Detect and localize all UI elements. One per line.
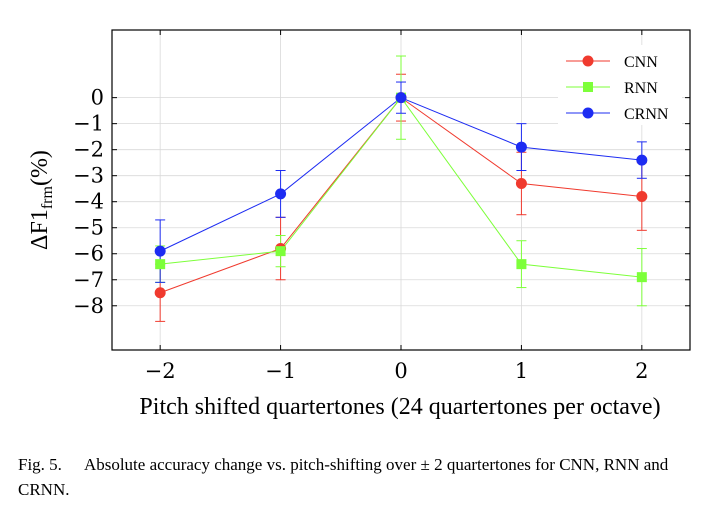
caption-text: Absolute accuracy change vs. pitch-shift…: [18, 455, 669, 499]
x-tick-label: 1: [515, 359, 528, 383]
crnn-point: [636, 154, 648, 166]
cnn-legend-label: CNN: [624, 54, 658, 71]
cnn-point: [636, 191, 648, 203]
crnn-legend-marker: [582, 107, 594, 119]
crnn-point: [515, 141, 527, 153]
rnn-point: [155, 259, 166, 270]
rnn-point: [516, 259, 527, 270]
y-tick-label: −2: [73, 138, 104, 162]
y-tick-label: −3: [73, 164, 104, 188]
y-tick-label: −4: [73, 190, 104, 214]
y-axis-label: ΔF1frm(%): [27, 150, 56, 250]
y-tick-label: 0: [91, 86, 104, 110]
rnn-point: [275, 246, 286, 257]
y-tick-label: −1: [73, 112, 104, 136]
y-tick-label: −7: [73, 268, 104, 292]
rnn-legend-label: RNN: [624, 80, 658, 97]
crnn-point: [275, 188, 287, 200]
legend: CNN RNN CRNN: [558, 45, 682, 125]
crnn-legend-label: CRNN: [624, 106, 669, 123]
axis-ticks: −2 −1 0 1 20−1−2−3−4−5−6−7−8: [73, 30, 690, 383]
crnn-point: [154, 245, 166, 257]
y-axis-label-subscript: frm: [39, 186, 56, 210]
cnn-point: [154, 287, 166, 299]
x-tick-label: −1: [265, 359, 296, 383]
cnn-legend-marker: [582, 55, 594, 67]
x-tick-label: 2: [635, 359, 648, 383]
series-markers: [154, 92, 648, 299]
y-tick-label: −8: [73, 294, 104, 318]
caption-label: Fig. 5.: [18, 455, 62, 474]
rnn-point: [636, 272, 647, 283]
rnn-legend-marker: [583, 82, 593, 92]
y-tick-label: −5: [73, 216, 104, 240]
y-axis-label-unit: (%): [27, 150, 53, 186]
cnn-point: [515, 177, 527, 189]
x-axis-label: Pitch shifted quartertones (24 quarterto…: [139, 394, 660, 420]
crnn-point: [395, 92, 407, 104]
legend-box: [558, 45, 682, 125]
x-tick-label: 0: [394, 359, 407, 383]
y-tick-label: −6: [73, 242, 104, 266]
x-tick-label: −2: [145, 359, 176, 383]
y-axis-label-main: ΔF1: [27, 209, 53, 250]
figure-caption: Fig. 5. Absolute accuracy change vs. pitc…: [18, 452, 708, 502]
